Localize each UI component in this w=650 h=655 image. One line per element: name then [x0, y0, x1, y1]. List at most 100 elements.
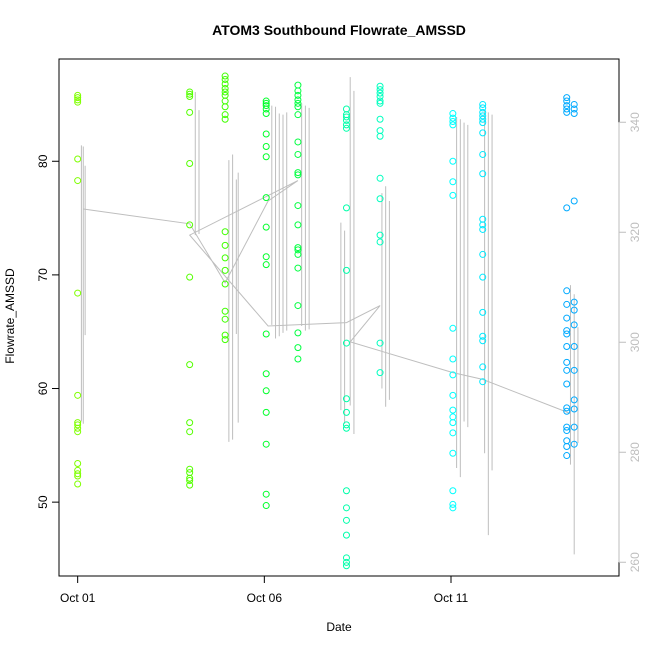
data-point: [563, 314, 571, 322]
data-point: [262, 408, 270, 416]
y-tick-label: 50: [36, 495, 50, 509]
plot-frame: [58, 58, 620, 577]
data-point: [294, 302, 302, 310]
data-point: [221, 241, 229, 249]
data-point: [294, 221, 302, 229]
data-point: [449, 114, 457, 122]
data-point: [74, 98, 82, 106]
data-point: [74, 94, 82, 102]
data-point: [563, 380, 571, 388]
data-point: [294, 344, 302, 352]
trend-line-layer: [83, 180, 571, 414]
data-point: [570, 105, 578, 113]
data-point: [570, 405, 578, 413]
data-point: [342, 424, 350, 432]
data-point: [262, 105, 270, 113]
data-point: [449, 391, 457, 399]
data-point: [563, 330, 571, 338]
data-point: [563, 300, 571, 308]
data-point: [262, 194, 270, 202]
data-point: [479, 273, 487, 281]
data-point: [449, 429, 457, 437]
data-point: [221, 280, 229, 288]
x-tick-label: Oct 11: [434, 591, 469, 605]
data-point: [563, 105, 571, 113]
data-point: [342, 516, 350, 524]
y2-tick-label: 320: [628, 222, 642, 242]
data-point: [262, 370, 270, 378]
vertical-range-layer: [80, 77, 579, 555]
data-point: [342, 124, 350, 132]
data-point: [294, 87, 302, 95]
x-axis: Oct 01 Oct 06 Oct 11: [60, 575, 469, 605]
data-point: [563, 342, 571, 350]
data-point: [186, 108, 194, 116]
data-point: [74, 470, 82, 478]
data-point: [563, 358, 571, 366]
x-axis-label: Date: [326, 620, 352, 634]
data-point: [479, 250, 487, 258]
data-point: [186, 273, 194, 281]
data-point: [479, 337, 487, 345]
data-point: [262, 502, 270, 510]
data-point: [479, 119, 487, 127]
data-point: [342, 204, 350, 212]
data-point: [294, 355, 302, 363]
data-point: [294, 246, 302, 254]
data-point: [294, 244, 302, 252]
data-point: [262, 142, 270, 150]
y-tick-label: 80: [36, 154, 50, 168]
data-point: [294, 169, 302, 177]
data-point: [221, 331, 229, 339]
data-point: [74, 289, 82, 297]
data-point: [342, 504, 350, 512]
data-point: [570, 440, 578, 448]
data-point: [449, 419, 457, 427]
data-points-layer: [74, 72, 578, 570]
data-point: [342, 339, 350, 347]
y2-tick-label: 340: [628, 112, 642, 132]
data-point: [74, 421, 82, 429]
data-point: [563, 97, 571, 105]
data-point: [74, 155, 82, 163]
data-point: [342, 121, 350, 129]
data-point: [186, 160, 194, 168]
data-point: [563, 366, 571, 374]
data-point: [342, 421, 350, 429]
data-point: [563, 287, 571, 295]
data-point: [262, 110, 270, 118]
data-point: [449, 371, 457, 379]
data-point: [449, 355, 457, 363]
data-point: [563, 407, 571, 415]
data-point: [376, 127, 384, 135]
data-point: [479, 150, 487, 158]
data-point: [294, 202, 302, 210]
data-point: [74, 177, 82, 185]
data-point: [294, 150, 302, 158]
data-point: [262, 253, 270, 261]
data-point: [221, 97, 229, 105]
data-point: [570, 396, 578, 404]
y2-tick-label: 280: [628, 442, 642, 462]
data-point: [479, 363, 487, 371]
data-point: [186, 477, 194, 485]
data-point: [221, 315, 229, 323]
data-point: [479, 221, 487, 229]
y2-tick-label: 300: [628, 332, 642, 352]
data-point: [376, 339, 384, 347]
data-point: [449, 413, 457, 421]
data-point: [342, 487, 350, 495]
data-point: [563, 404, 571, 412]
data-point: [479, 108, 487, 116]
data-point: [479, 332, 487, 340]
data-point: [376, 132, 384, 140]
data-point: [570, 100, 578, 108]
data-point: [570, 306, 578, 314]
data-point: [479, 115, 487, 123]
y2-tick-label: 260: [628, 552, 642, 572]
data-point: [376, 174, 384, 182]
data-point: [570, 423, 578, 431]
data-point: [479, 308, 487, 316]
data-point: [294, 96, 302, 104]
